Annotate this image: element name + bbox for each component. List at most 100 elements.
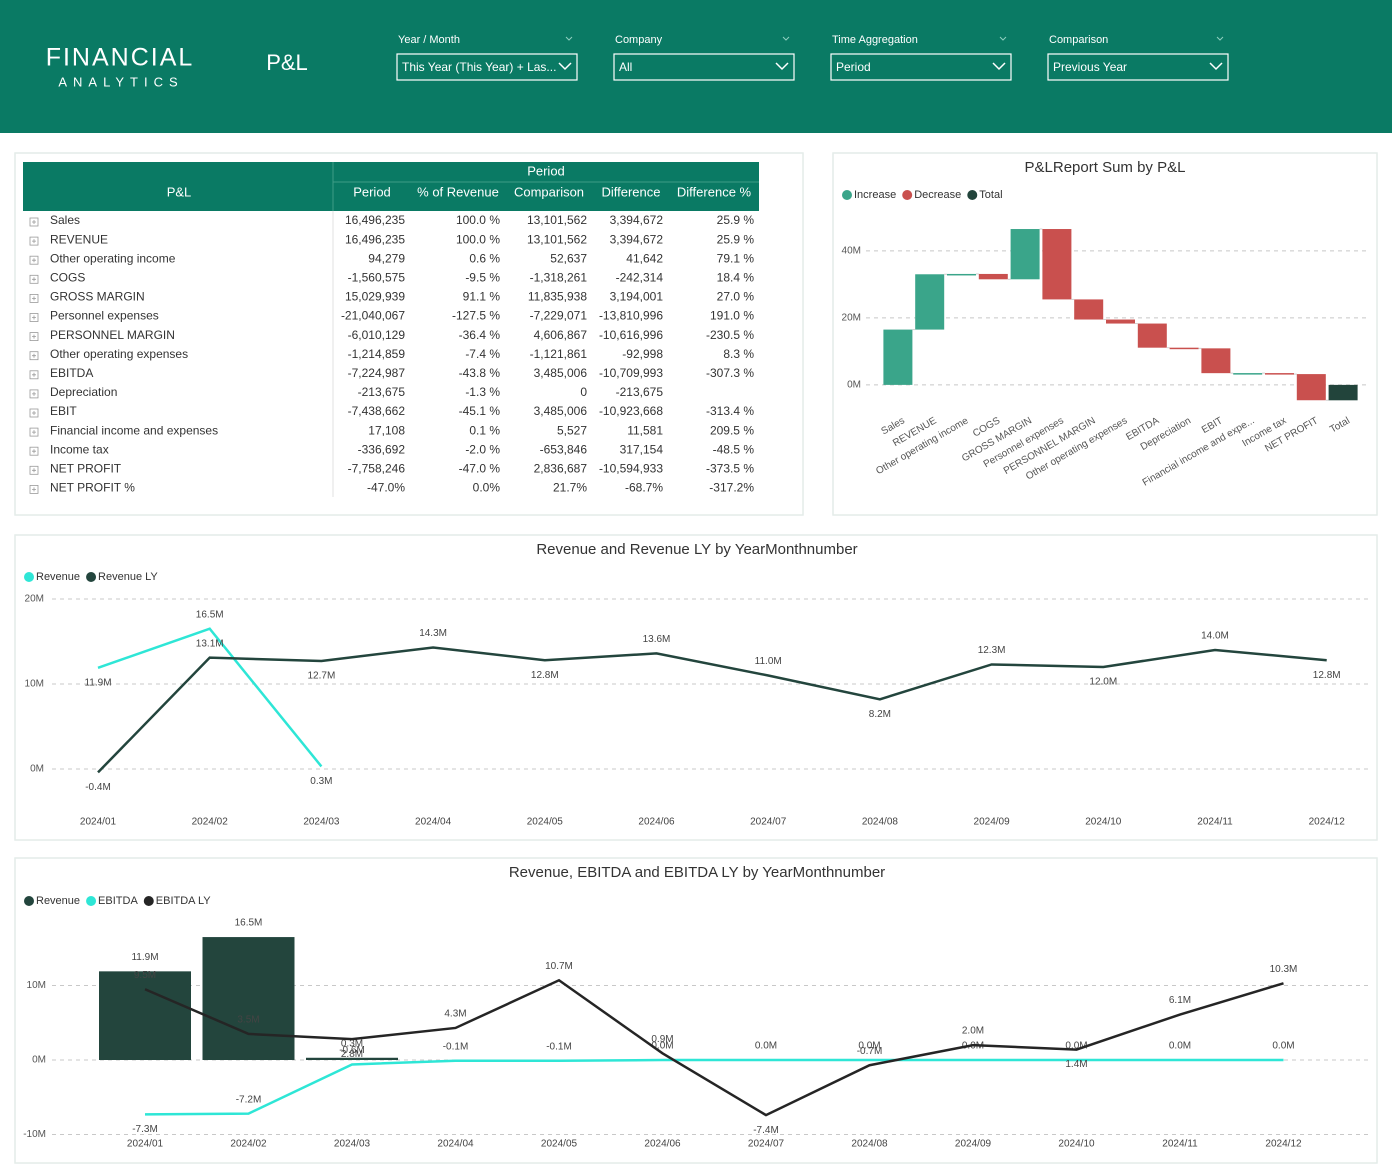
cell: -7.4 % bbox=[465, 347, 500, 361]
expand-plus bbox=[32, 430, 36, 435]
filter-box[interactable] bbox=[830, 53, 1012, 81]
expand-icon[interactable] bbox=[29, 274, 39, 284]
expand-icon[interactable] bbox=[29, 408, 39, 418]
row-label: REVENUE bbox=[50, 232, 108, 246]
filter-box[interactable] bbox=[613, 53, 795, 81]
cell: -373.5 % bbox=[706, 461, 754, 475]
expand-icon[interactable] bbox=[29, 293, 39, 303]
cell: 17,108 bbox=[368, 423, 405, 437]
table-header bbox=[23, 162, 759, 211]
cell: -68.7% bbox=[625, 481, 663, 495]
x-tick-label: 2024/07 bbox=[748, 1139, 785, 1150]
data-label: 0.0M bbox=[1065, 1041, 1087, 1052]
filter-value: Period bbox=[836, 60, 871, 74]
expand-icon[interactable] bbox=[29, 236, 39, 246]
data-label: 0.3M bbox=[310, 776, 332, 787]
waterfall-bar bbox=[1265, 373, 1294, 375]
expand-icon[interactable] bbox=[29, 255, 39, 265]
legend-label: EBITDA bbox=[98, 895, 138, 907]
x-tick-label: 2024/01 bbox=[80, 817, 117, 828]
data-label: 13.1M bbox=[196, 638, 224, 649]
waterfall-bar bbox=[915, 274, 945, 330]
data-label: -7.2M bbox=[236, 1094, 262, 1105]
legend-label: Decrease bbox=[914, 189, 961, 201]
data-label: 14.0M bbox=[1201, 631, 1229, 642]
cell: 18.4 % bbox=[717, 270, 755, 284]
cell: 91.1 % bbox=[463, 290, 501, 304]
legend-swatch bbox=[967, 190, 978, 200]
expand-icon[interactable] bbox=[29, 465, 39, 475]
cell: -1.3 % bbox=[465, 385, 500, 399]
data-label: 12.8M bbox=[1313, 670, 1341, 681]
series-line bbox=[97, 646, 1327, 774]
row-label: NET PROFIT bbox=[50, 461, 122, 475]
data-label: 3.5M bbox=[237, 1015, 259, 1026]
cell: -48.5 % bbox=[713, 442, 755, 456]
waterfall-bar bbox=[1328, 384, 1358, 401]
data-label: 12.0M bbox=[1089, 677, 1117, 688]
data-label: 11.9M bbox=[84, 677, 111, 688]
expand-icon[interactable] bbox=[29, 370, 39, 380]
data-label: 16.5M bbox=[235, 918, 263, 929]
cell: 3,394,672 bbox=[610, 232, 664, 246]
waterfall-bar bbox=[978, 273, 1008, 280]
cell: -1,560,575 bbox=[348, 270, 406, 284]
legend-label: Revenue LY bbox=[98, 571, 158, 583]
data-label: -0.7M bbox=[857, 1046, 883, 1057]
y-tick-label: 0M bbox=[32, 1055, 46, 1066]
filter-value: This Year (This Year) + Las... bbox=[402, 60, 556, 74]
expand-icon[interactable] bbox=[29, 332, 39, 342]
row-label: COGS bbox=[50, 270, 85, 284]
cell: -242,314 bbox=[616, 270, 664, 284]
filter-box[interactable] bbox=[396, 53, 578, 81]
x-tick-label: 2024/11 bbox=[1197, 817, 1233, 828]
cell: 3,485,006 bbox=[534, 366, 588, 380]
data-label: 9.5M bbox=[134, 970, 156, 981]
cell: -43.8 % bbox=[459, 366, 501, 380]
dropdown-chevron bbox=[1209, 62, 1223, 71]
data-label: 2.8M bbox=[341, 1049, 363, 1060]
expand-icon[interactable] bbox=[29, 389, 39, 399]
expand-icon[interactable] bbox=[29, 484, 39, 494]
expand-plus bbox=[32, 353, 36, 358]
cell: 25.9 % bbox=[717, 213, 755, 227]
data-label: 2.0M bbox=[962, 1026, 984, 1037]
legend-label: Revenue bbox=[36, 571, 80, 583]
expand-plus bbox=[32, 296, 36, 301]
y-tick-label: 40M bbox=[842, 245, 861, 256]
filter-box[interactable] bbox=[1047, 53, 1229, 81]
legend-swatch bbox=[86, 896, 97, 906]
expand-icon[interactable] bbox=[29, 427, 39, 437]
x-tick-label: 2024/06 bbox=[644, 1139, 681, 1150]
expand-plus bbox=[32, 411, 36, 415]
cell: 13,101,562 bbox=[527, 232, 587, 246]
dropdown-chevron bbox=[775, 62, 789, 71]
cell: -336,692 bbox=[358, 442, 406, 456]
row-label: PERSONNEL MARGIN bbox=[50, 328, 175, 342]
cell: -2.0 % bbox=[465, 442, 500, 456]
data-label: 8.2M bbox=[869, 709, 891, 720]
row-label: Other operating expenses bbox=[50, 347, 188, 361]
cell: 0 bbox=[580, 385, 587, 399]
row-label: Other operating income bbox=[50, 251, 176, 265]
expand-icon[interactable] bbox=[29, 446, 39, 456]
x-tick-label: 2024/05 bbox=[527, 817, 564, 828]
expand-icon[interactable] bbox=[29, 217, 39, 227]
waterfall-bar bbox=[1296, 374, 1326, 401]
cell: 11,581 bbox=[627, 423, 663, 437]
expand-icon[interactable] bbox=[29, 313, 39, 322]
expand-plus bbox=[32, 468, 36, 473]
x-tick-label: 2024/01 bbox=[127, 1139, 164, 1150]
x-tick-label: 2024/10 bbox=[1085, 817, 1122, 828]
data-label: 0.0M bbox=[1272, 1041, 1294, 1052]
cell: 2,836,687 bbox=[534, 461, 588, 475]
filter-chevron bbox=[782, 36, 790, 41]
expand-icon[interactable] bbox=[29, 351, 39, 361]
legend-label: Increase bbox=[854, 189, 896, 201]
cell: -6,010,129 bbox=[348, 328, 406, 342]
y-tick-label: -10M bbox=[23, 1129, 46, 1140]
expand-plus bbox=[32, 334, 36, 339]
expand-plus bbox=[32, 277, 36, 282]
x-tick-label: 2024/08 bbox=[862, 817, 899, 828]
data-label: 12.8M bbox=[531, 670, 559, 681]
